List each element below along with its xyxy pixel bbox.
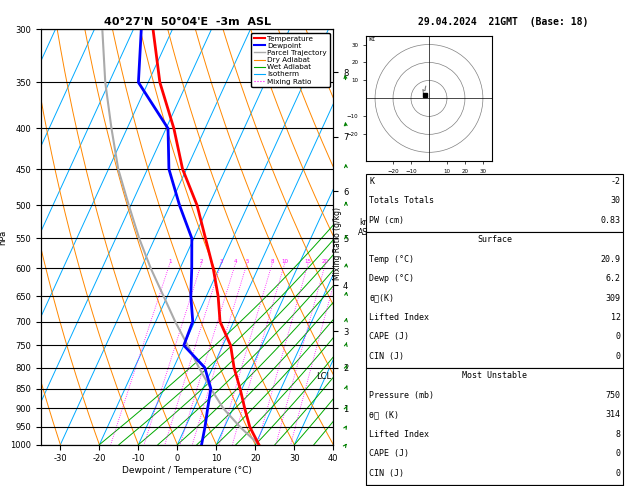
- Text: 29.04.2024  21GMT  (Base: 18): 29.04.2024 21GMT (Base: 18): [418, 17, 588, 27]
- Text: 8: 8: [270, 259, 274, 264]
- Text: CAPE (J): CAPE (J): [369, 449, 409, 458]
- Text: 2: 2: [199, 259, 203, 264]
- Text: Dewp (°C): Dewp (°C): [369, 274, 415, 283]
- Text: 1: 1: [168, 259, 172, 264]
- Text: Lifted Index: Lifted Index: [369, 430, 429, 439]
- Text: Totals Totals: Totals Totals: [369, 196, 434, 206]
- Text: Surface: Surface: [477, 235, 512, 244]
- Text: θᴄ(K): θᴄ(K): [369, 294, 394, 303]
- Text: 20.9: 20.9: [601, 255, 621, 264]
- Text: Temp (°C): Temp (°C): [369, 255, 415, 264]
- Text: -2: -2: [611, 177, 621, 186]
- Text: 314: 314: [606, 410, 621, 419]
- X-axis label: Dewpoint / Temperature (°C): Dewpoint / Temperature (°C): [122, 466, 252, 475]
- Title: 40°27'N  50°04'E  -3m  ASL: 40°27'N 50°04'E -3m ASL: [104, 17, 270, 27]
- Text: 0: 0: [616, 332, 621, 342]
- Text: 6.2: 6.2: [606, 274, 621, 283]
- Text: Most Unstable: Most Unstable: [462, 371, 527, 381]
- Text: 0: 0: [616, 449, 621, 458]
- Text: 4: 4: [233, 259, 237, 264]
- Text: Pressure (mb): Pressure (mb): [369, 391, 434, 400]
- Text: Mixing Ratio (g/kg): Mixing Ratio (g/kg): [333, 207, 342, 279]
- Text: 750: 750: [606, 391, 621, 400]
- Text: CIN (J): CIN (J): [369, 352, 404, 361]
- Text: PW (cm): PW (cm): [369, 216, 404, 225]
- Text: 20: 20: [322, 259, 329, 264]
- Text: CIN (J): CIN (J): [369, 469, 404, 478]
- Text: 12: 12: [611, 313, 621, 322]
- Text: 0: 0: [616, 352, 621, 361]
- Text: 3: 3: [219, 259, 223, 264]
- Text: 15: 15: [304, 259, 311, 264]
- Text: 5: 5: [245, 259, 248, 264]
- Legend: Temperature, Dewpoint, Parcel Trajectory, Dry Adiabat, Wet Adiabat, Isotherm, Mi: Temperature, Dewpoint, Parcel Trajectory…: [252, 33, 330, 87]
- Text: CAPE (J): CAPE (J): [369, 332, 409, 342]
- Text: 30: 30: [611, 196, 621, 206]
- Text: kt: kt: [368, 36, 375, 42]
- Text: 10: 10: [281, 259, 288, 264]
- Text: K: K: [369, 177, 374, 186]
- Text: 8: 8: [616, 430, 621, 439]
- Text: 309: 309: [606, 294, 621, 303]
- Text: Lifted Index: Lifted Index: [369, 313, 429, 322]
- Text: LCL: LCL: [316, 372, 331, 381]
- Text: θᴄ (K): θᴄ (K): [369, 410, 399, 419]
- Text: 0: 0: [616, 469, 621, 478]
- Text: 0.83: 0.83: [601, 216, 621, 225]
- Y-axis label: hPa: hPa: [0, 229, 8, 244]
- Y-axis label: km
ASL: km ASL: [358, 218, 372, 237]
